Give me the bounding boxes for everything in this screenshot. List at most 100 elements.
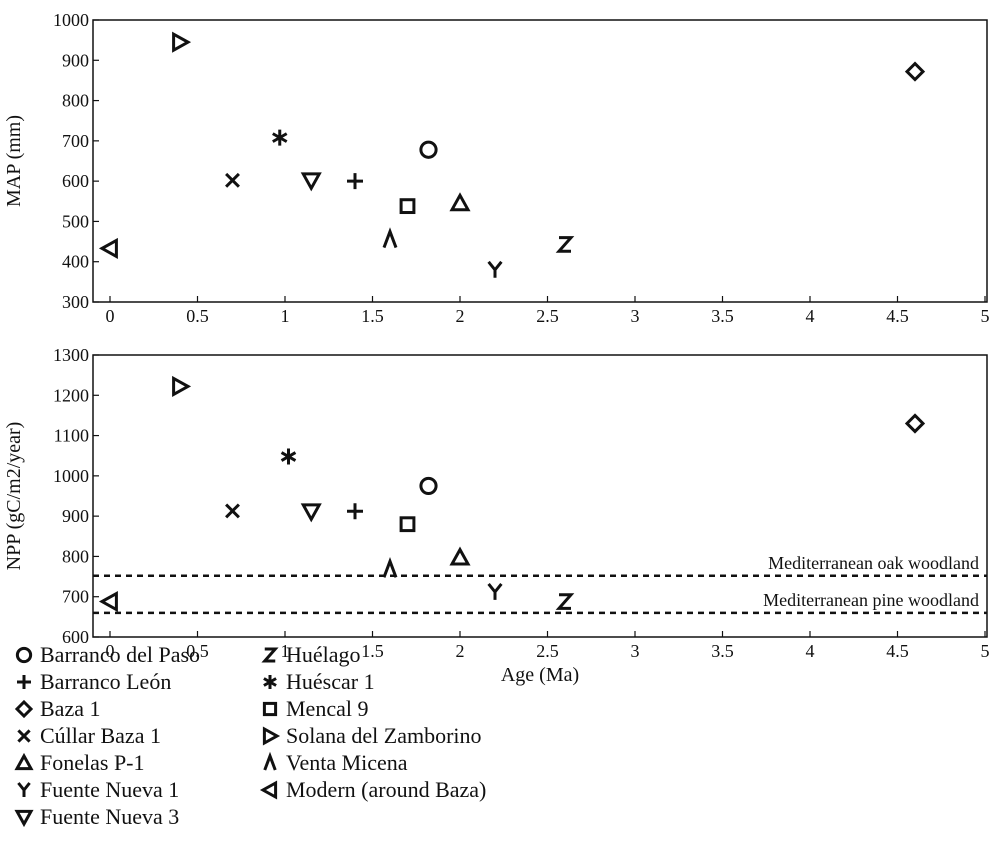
x-tick-label: 3 xyxy=(631,306,640,326)
legend-marker xyxy=(15,646,33,664)
marker-triangle-left xyxy=(98,590,118,613)
legend-label: Barranco del Paso xyxy=(40,642,200,667)
marker-plus xyxy=(17,675,31,689)
legend-label: Fonelas P-1 xyxy=(40,750,145,775)
marker-z xyxy=(555,593,575,610)
reference-line-label: Mediterranean oak woodland xyxy=(768,553,979,573)
marker-square xyxy=(399,516,416,533)
x-tick-label: 1.5 xyxy=(361,641,384,661)
marker-cross xyxy=(17,729,31,743)
marker-triangle-left xyxy=(259,780,278,800)
marker-y xyxy=(487,582,503,600)
legend-marker xyxy=(14,699,34,719)
legend-entry: Barranco León xyxy=(17,669,171,694)
marker-asterisk xyxy=(272,129,288,146)
data-point xyxy=(399,516,416,533)
marker-z xyxy=(555,236,575,253)
data-point xyxy=(98,590,118,613)
legend-label: Fuente Nueva 1 xyxy=(40,777,179,802)
data-point xyxy=(272,129,288,146)
legend-entry: Baza 1 xyxy=(14,696,100,721)
data-point xyxy=(904,61,926,82)
legend-entry: Modern (around Baza) xyxy=(259,777,486,802)
marker-diamond xyxy=(14,699,34,719)
reference-line-label: Mediterranean pine woodland xyxy=(763,590,979,610)
legend-marker xyxy=(17,729,31,743)
y-axis-title: MAP (mm) xyxy=(3,115,25,207)
data-point xyxy=(172,375,192,397)
data-point xyxy=(555,236,575,253)
npp-panel: 600 700 800 900 1000 1100 1200 1300 0 0.5 1 1.5 2 2.5… xyxy=(3,345,990,686)
legend-entry: Fuente Nueva 1 xyxy=(17,777,179,802)
x-tick-label: 1.5 xyxy=(361,306,384,326)
x-tick-label: 4 xyxy=(806,306,815,326)
legend-label: Huéscar 1 xyxy=(286,669,375,694)
marker-cross xyxy=(225,172,240,188)
y-tick-label: 700 xyxy=(62,131,89,151)
marker-asterisk xyxy=(280,448,297,465)
data-point xyxy=(172,31,192,53)
y-tick-label: 1300 xyxy=(53,345,89,365)
y-tick-label: 1000 xyxy=(53,10,89,30)
x-tick-label: 5 xyxy=(981,641,990,661)
x-tick-label: 0.5 xyxy=(186,306,209,326)
data-point xyxy=(225,503,240,519)
marker-diamond xyxy=(904,61,926,82)
marker-triangle-down xyxy=(300,172,322,192)
marker-cross xyxy=(225,503,240,519)
y-tick-label: 700 xyxy=(62,587,89,607)
y-tick-label: 500 xyxy=(62,211,89,231)
legend-marker xyxy=(263,675,277,689)
plot-frame xyxy=(92,354,988,638)
marker-triangle-down xyxy=(300,503,322,523)
marker-triangle-right xyxy=(172,375,192,397)
data-point xyxy=(419,476,438,496)
x-tick-label: 3.5 xyxy=(711,306,734,326)
marker-triangle-up xyxy=(449,546,471,566)
legend-label: Solana del Zamborino xyxy=(286,723,482,748)
marker-triangle-right xyxy=(172,31,192,53)
marker-triangle-up xyxy=(14,752,34,771)
marker-square xyxy=(399,198,416,215)
x-tick-label: 5 xyxy=(981,306,990,326)
legend-entry: Mencal 9 xyxy=(262,696,368,721)
data-point xyxy=(280,448,297,465)
data-point xyxy=(399,198,416,215)
marker-square xyxy=(262,701,278,717)
data-point xyxy=(419,140,438,159)
legend-marker xyxy=(14,809,34,828)
legend-label: Barranco León xyxy=(40,669,171,694)
legend-entry: Fonelas P-1 xyxy=(14,750,145,775)
legend-marker xyxy=(263,751,277,771)
marker-circle xyxy=(15,646,33,664)
x-axis-title: Age (Ma) xyxy=(501,664,579,686)
data-point xyxy=(382,557,398,578)
legend-label: Mencal 9 xyxy=(286,696,368,721)
marker-triangle-left xyxy=(98,237,118,259)
x-tick-label: 2 xyxy=(456,306,465,326)
legend-entry: Cúllar Baza 1 xyxy=(17,723,161,748)
y-tick-label: 800 xyxy=(62,91,89,111)
marker-triangle-down xyxy=(14,809,34,828)
y-tick-label: 800 xyxy=(62,546,89,566)
marker-caret-up xyxy=(382,227,398,249)
legend-entry: Solana del Zamborino xyxy=(262,723,482,748)
marker-plus xyxy=(347,173,363,190)
marker-triangle-up xyxy=(449,192,471,212)
x-tick-label: 4 xyxy=(806,641,815,661)
map-panel: 300 400 500 600 700 800 900 1000 0 0.5 1 1.5 2 2.5 3 3.… xyxy=(3,10,990,326)
legend-entry: Huéscar 1 xyxy=(263,669,375,694)
y-tick-label: 900 xyxy=(62,506,89,526)
marker-diamond xyxy=(904,413,926,434)
marker-z xyxy=(261,647,279,663)
plot-frame xyxy=(92,19,988,303)
x-tick-label: 3 xyxy=(631,641,640,661)
legend-label: Huélago xyxy=(286,642,361,667)
x-tick-label: 2.5 xyxy=(536,306,559,326)
y-tick-label: 600 xyxy=(62,627,89,647)
data-point xyxy=(300,172,322,192)
legend-label: Modern (around Baza) xyxy=(286,777,486,802)
x-tick-label: 1 xyxy=(281,306,290,326)
data-point xyxy=(449,546,471,566)
marker-triangle-right xyxy=(262,726,281,746)
